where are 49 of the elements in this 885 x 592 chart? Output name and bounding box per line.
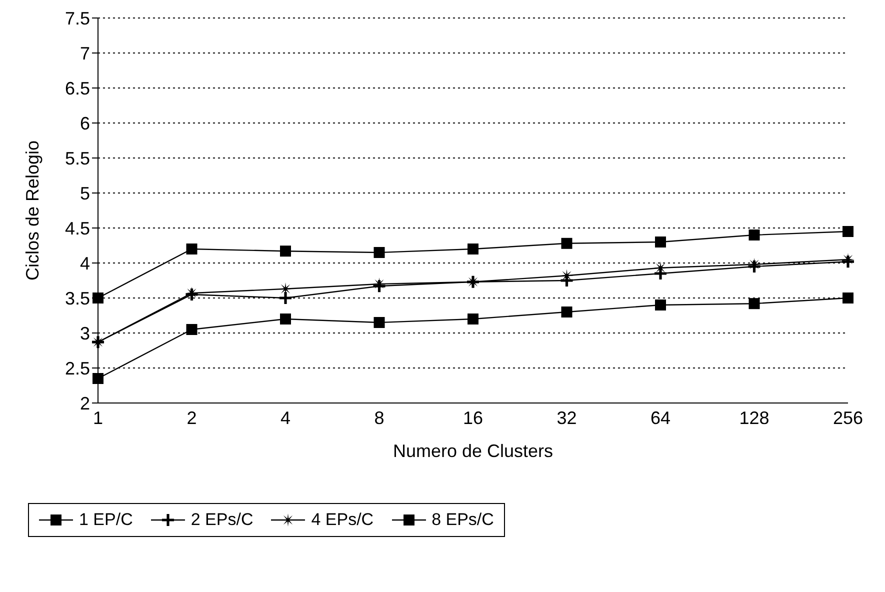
y-tick-label: 7.5 (64, 8, 90, 28)
point (186, 244, 198, 254)
point (468, 244, 478, 254)
y-tick-label: 6.5 (64, 78, 90, 98)
point (374, 317, 385, 328)
y-tick-label: 4.5 (64, 218, 90, 238)
y-tick-label: 5 (80, 183, 90, 204)
y-tick-label: 5.5 (64, 148, 90, 168)
x-tick-label: 32 (556, 408, 577, 428)
point (748, 258, 761, 271)
point (372, 278, 386, 290)
point (92, 373, 104, 384)
point (561, 238, 572, 249)
x-tick-label: 128 (739, 408, 770, 428)
point (279, 282, 292, 296)
legend-label: 4 EPs/C (310, 510, 374, 530)
point (655, 236, 666, 248)
x-axis-title: Numero de Clusters (392, 441, 554, 461)
point (748, 230, 760, 240)
point (842, 226, 854, 237)
legend-label: 8 EPs/C (430, 510, 494, 530)
y-tick-label: 3.5 (64, 288, 90, 308)
legend-label: 1 EP/C (78, 510, 133, 530)
x-tick-label: 16 (462, 408, 484, 428)
point (374, 247, 385, 258)
point (654, 261, 667, 274)
x-tick-label: 1 (92, 408, 104, 428)
y-tick-label: 3 (80, 323, 90, 344)
point (468, 314, 478, 324)
x-tick-label: 2 (186, 408, 197, 428)
point (186, 324, 198, 335)
x-tick-label: 4 (280, 408, 291, 428)
y-tick-label: 6 (80, 113, 90, 134)
x-tick-label: 8 (374, 408, 384, 428)
point (748, 298, 760, 310)
point (561, 306, 572, 318)
y-tick-label: 4 (80, 253, 90, 274)
point (842, 292, 854, 304)
x-tick-label: 64 (650, 408, 671, 428)
y-tick-label: 2 (80, 393, 90, 414)
y-tick-label: 2.5 (64, 358, 90, 378)
x-tick-label: 256 (832, 408, 864, 428)
point (655, 300, 666, 310)
y-tick-label: 7 (80, 43, 90, 64)
point (280, 314, 291, 324)
legend-label: 2 EPs/C (190, 510, 254, 530)
point (280, 292, 292, 304)
y-axis-title: Ciclos de Relogio (22, 140, 42, 281)
point (280, 246, 291, 257)
